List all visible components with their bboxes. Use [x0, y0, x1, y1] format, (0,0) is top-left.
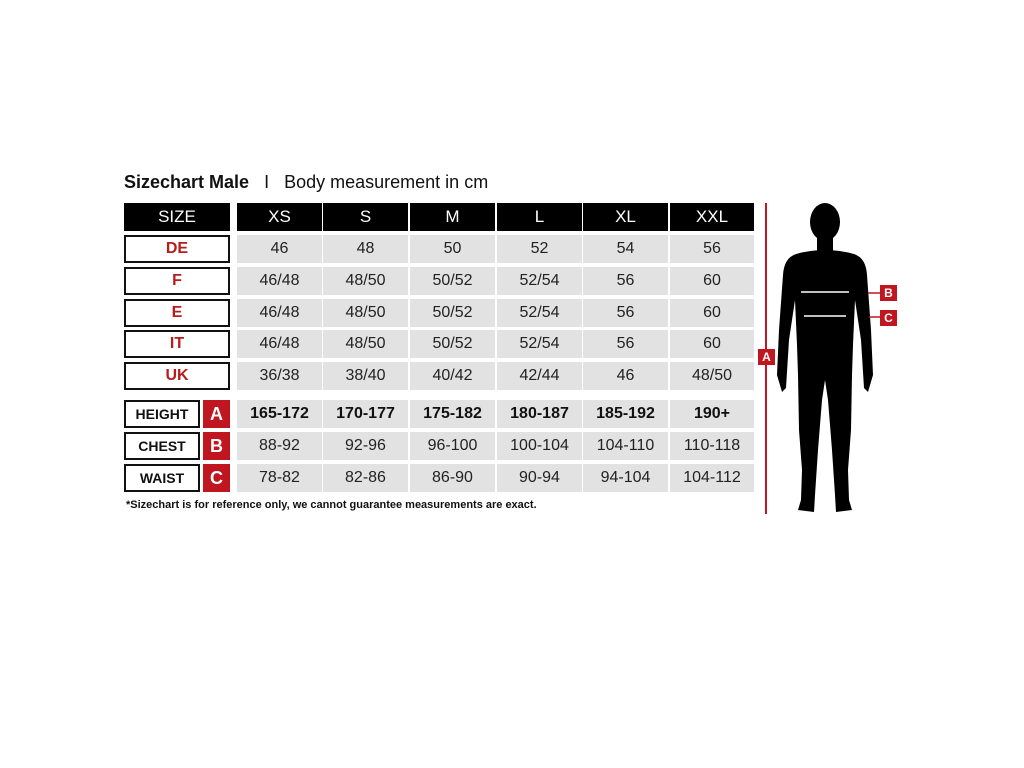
- table-cell: 60: [670, 299, 754, 327]
- row-label-chest: CHEST: [124, 432, 200, 460]
- table-cell: 104-110: [583, 432, 668, 460]
- header-size-3: L: [497, 203, 582, 231]
- table-cell: 56: [583, 267, 668, 295]
- table-cell: 46: [237, 235, 322, 263]
- table-cell: 46/48: [237, 330, 322, 358]
- row-label-e: E: [124, 299, 230, 327]
- table-cell: 100-104: [497, 432, 582, 460]
- table-cell: 40/42: [410, 362, 495, 390]
- row-label-it: IT: [124, 330, 230, 358]
- header-size-5: XXL: [670, 203, 754, 231]
- table-cell: 60: [670, 330, 754, 358]
- table-cell: 60: [670, 267, 754, 295]
- table-cell: 52/54: [497, 267, 582, 295]
- table-cell: 46/48: [237, 299, 322, 327]
- table-cell: 175-182: [410, 400, 495, 428]
- table-cell: 165-172: [237, 400, 322, 428]
- table-cell: 38/40: [323, 362, 408, 390]
- table-cell: 52/54: [497, 330, 582, 358]
- header-size-2: M: [410, 203, 495, 231]
- header-size-label: SIZE: [124, 203, 230, 231]
- table-cell: 52/54: [497, 299, 582, 327]
- table-cell: 52: [497, 235, 582, 263]
- header-size-4: XL: [583, 203, 668, 231]
- header-size-1: S: [323, 203, 408, 231]
- measure-letter-badge: B: [203, 432, 230, 460]
- title-separator: I: [264, 172, 270, 192]
- table-cell: 94-104: [583, 464, 668, 492]
- table-cell: 82-86: [323, 464, 408, 492]
- table-cell: 46: [583, 362, 668, 390]
- page-title: Sizechart Male I Body measurement in cm: [124, 172, 488, 193]
- table-cell: 190+: [670, 400, 754, 428]
- table-cell: 48/50: [323, 299, 408, 327]
- height-marker-badge: A: [758, 349, 775, 365]
- row-label-height: HEIGHT: [124, 400, 200, 428]
- waist-marker-badge: C: [880, 310, 897, 326]
- footnote: *Sizechart is for reference only, we can…: [126, 499, 537, 511]
- table-cell: 86-90: [410, 464, 495, 492]
- title-bold: Sizechart Male: [124, 172, 250, 192]
- table-cell: 185-192: [583, 400, 668, 428]
- table-cell: 48/50: [670, 362, 754, 390]
- title-subtitle: Body measurement in cm: [284, 172, 489, 192]
- header-size-0: XS: [237, 203, 322, 231]
- table-cell: 50/52: [410, 330, 495, 358]
- table-cell: 110-118: [670, 432, 754, 460]
- table-cell: 42/44: [497, 362, 582, 390]
- table-cell: 180-187: [497, 400, 582, 428]
- table-cell: 50: [410, 235, 495, 263]
- table-cell: 56: [583, 330, 668, 358]
- man-silhouette-icon: [777, 203, 873, 512]
- table-cell: 48: [323, 235, 408, 263]
- row-label-uk: UK: [124, 362, 230, 390]
- table-cell: 92-96: [323, 432, 408, 460]
- table-cell: 56: [583, 299, 668, 327]
- measure-letter-badge: A: [203, 400, 230, 428]
- table-cell: 96-100: [410, 432, 495, 460]
- table-cell: 50/52: [410, 299, 495, 327]
- table-cell: 78-82: [237, 464, 322, 492]
- row-label-f: F: [124, 267, 230, 295]
- table-cell: 90-94: [497, 464, 582, 492]
- measure-letter-badge: C: [203, 464, 230, 492]
- table-cell: 48/50: [323, 330, 408, 358]
- table-cell: 36/38: [237, 362, 322, 390]
- row-label-waist: WAIST: [124, 464, 200, 492]
- table-cell: 46/48: [237, 267, 322, 295]
- table-cell: 170-177: [323, 400, 408, 428]
- table-cell: 56: [670, 235, 754, 263]
- table-cell: 88-92: [237, 432, 322, 460]
- table-cell: 54: [583, 235, 668, 263]
- table-cell: 50/52: [410, 267, 495, 295]
- table-cell: 104-112: [670, 464, 754, 492]
- table-cell: 48/50: [323, 267, 408, 295]
- row-label-de: DE: [124, 235, 230, 263]
- chest-marker-badge: B: [880, 285, 897, 301]
